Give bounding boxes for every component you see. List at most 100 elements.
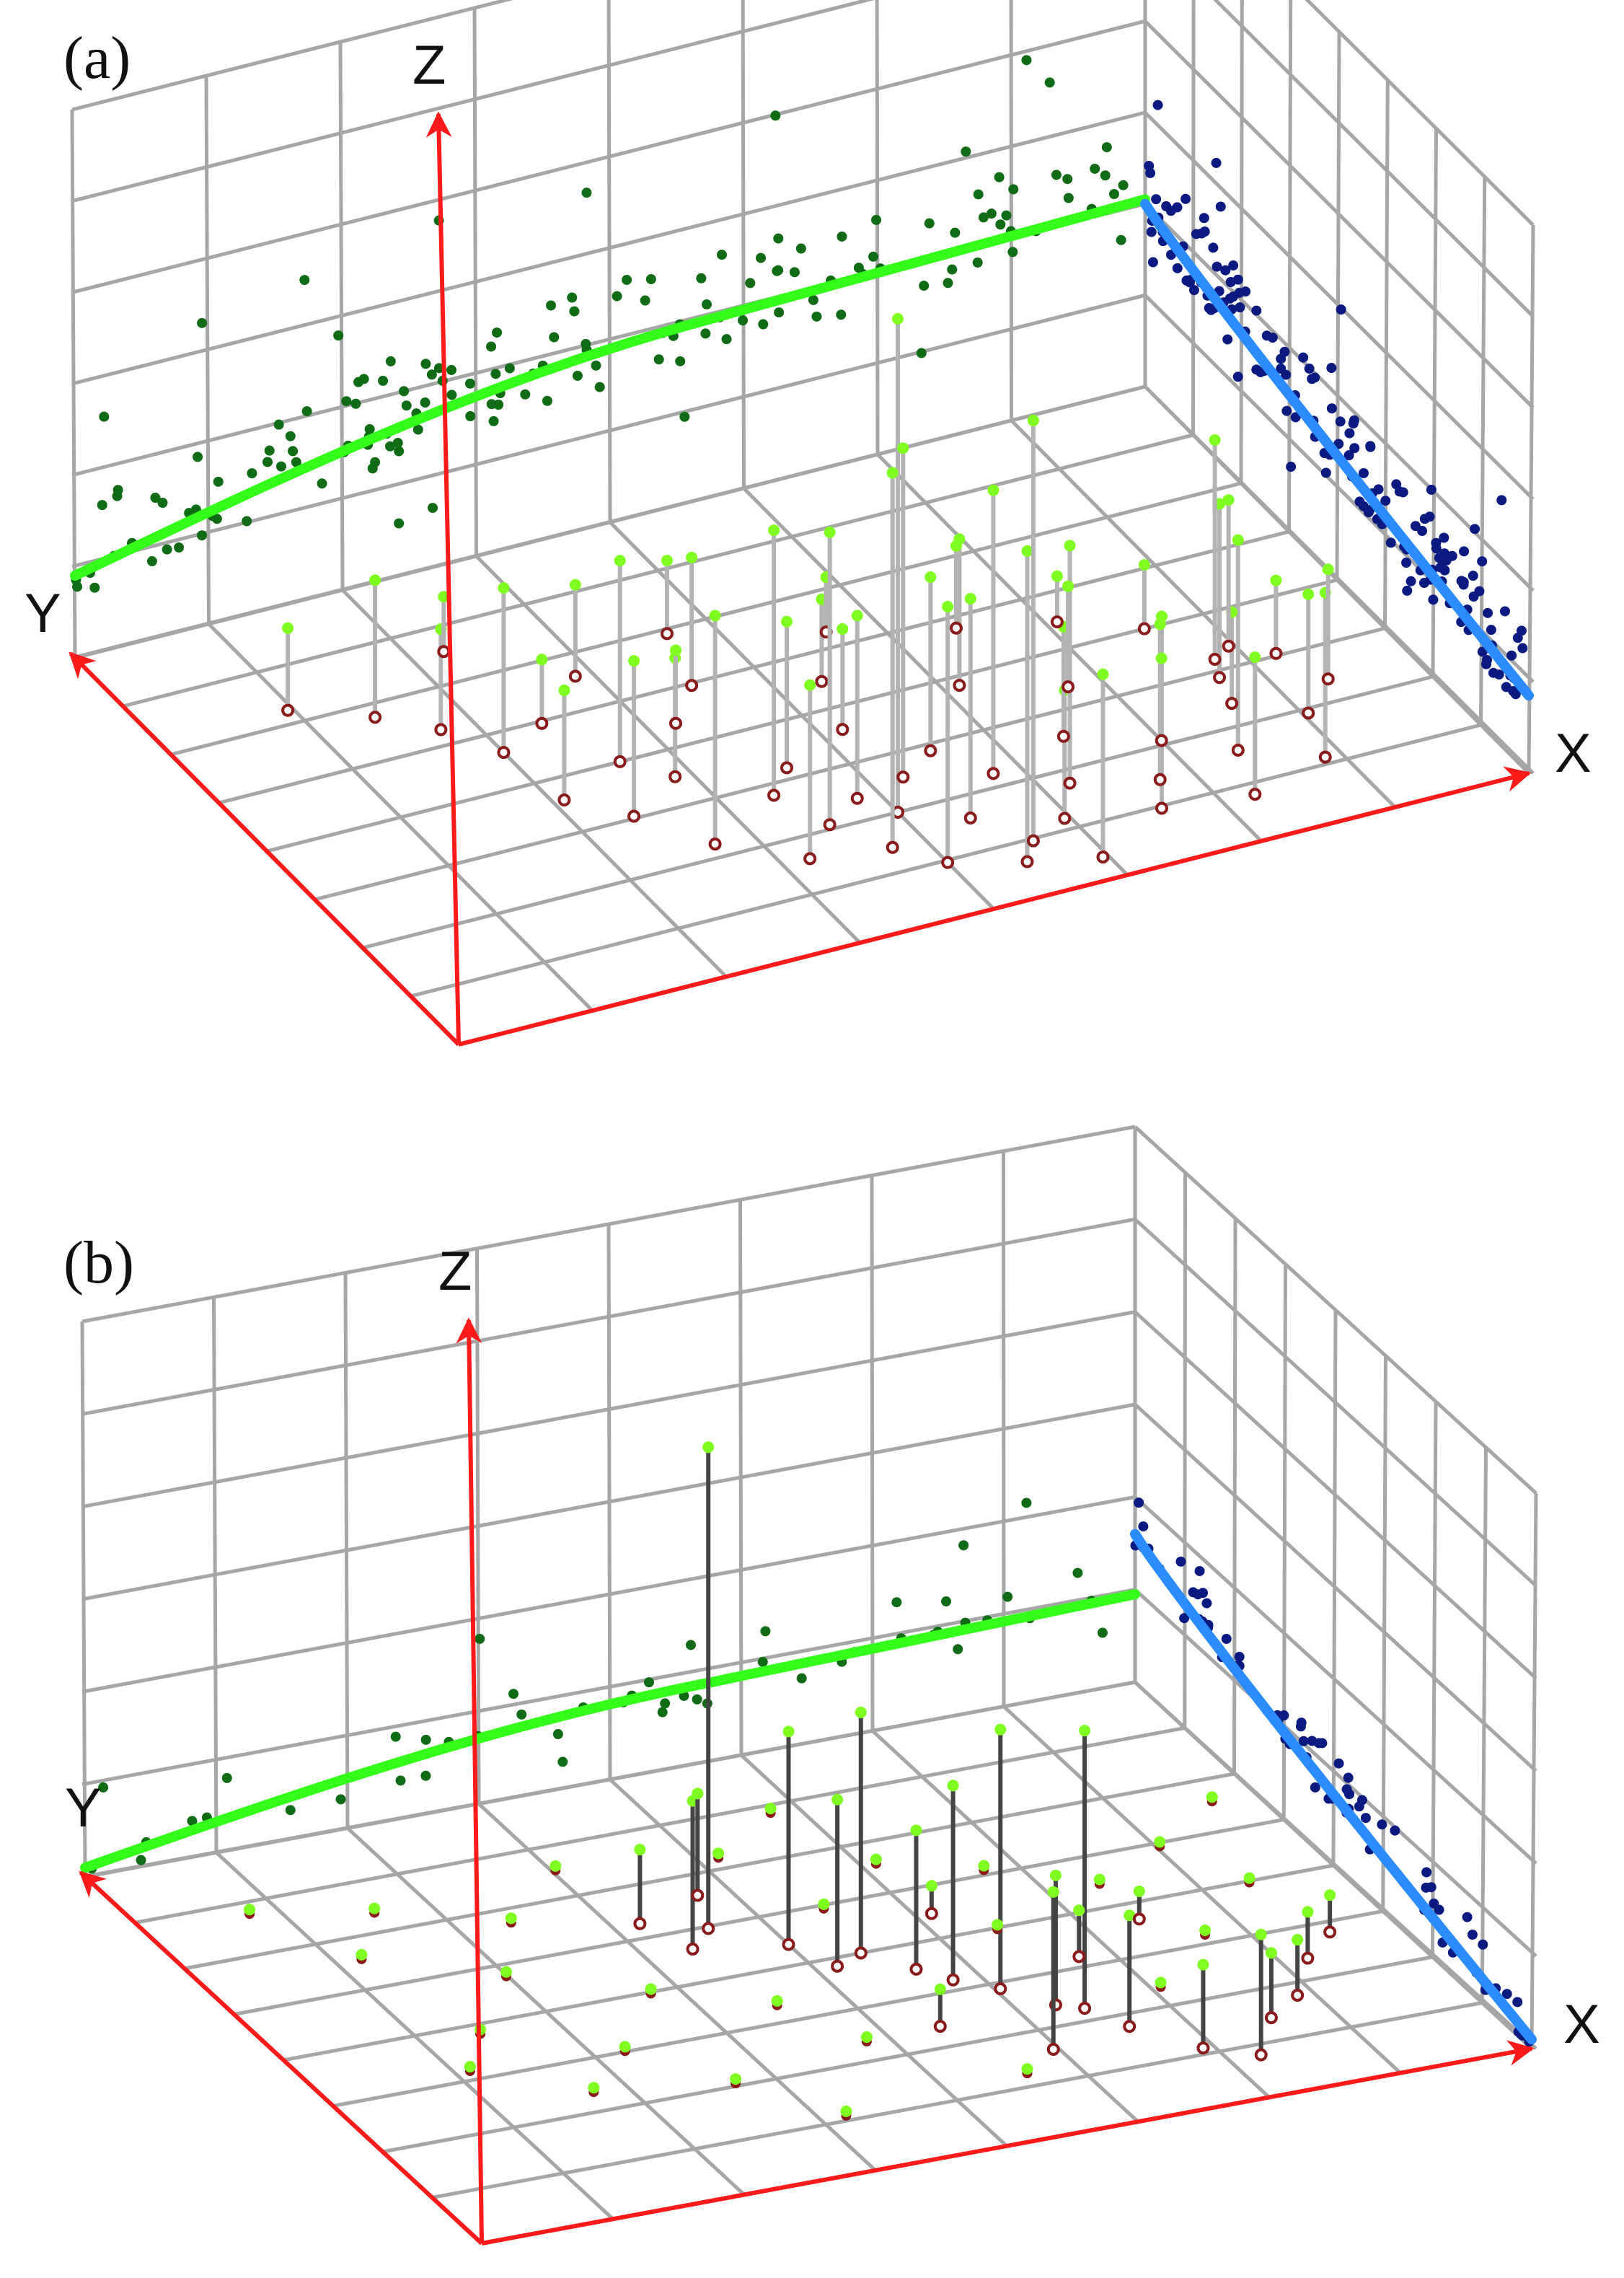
yz-projection-point [700, 328, 711, 339]
xz-projection-point [1410, 521, 1421, 532]
stem-top-point [1064, 540, 1076, 552]
stem-base-point [669, 716, 682, 730]
yz-projection-point [837, 231, 847, 242]
yz-projection-point [1108, 189, 1119, 200]
stem-base-point [836, 723, 849, 736]
yz-projection-point [891, 1597, 902, 1608]
yz-projection-point [291, 457, 301, 467]
stem-base-point [946, 1973, 960, 1987]
stem-base-point [953, 679, 966, 692]
xz-projection-point [1482, 655, 1493, 666]
yz-projection-point [795, 243, 806, 254]
yz-projection-point [557, 1756, 568, 1767]
xz-projection-point [1462, 1912, 1473, 1922]
floor-grid-line [233, 1818, 1284, 2016]
yz-projection-point [745, 278, 756, 289]
stem-base-point [1050, 615, 1064, 629]
yz-projection-point [581, 188, 592, 198]
stem-base-point [1153, 773, 1167, 786]
axes [69, 111, 1532, 1047]
yz-projection-point [591, 360, 601, 371]
stem-top-point [614, 555, 626, 567]
stem-top-point [661, 555, 673, 567]
stem-base-point [691, 1888, 705, 1902]
stem-base-point [1318, 750, 1332, 764]
yz-projection-point [569, 306, 580, 317]
yz-projection-point [657, 1707, 668, 1718]
xz-projection-point [1402, 585, 1413, 596]
yz-projection-point [1002, 1591, 1013, 1602]
floor-point [978, 1860, 990, 1872]
y-axis-label: Y [25, 583, 61, 644]
yz-projection-point [950, 227, 961, 238]
stem-top-point [1097, 668, 1109, 680]
yz-projection-point [504, 363, 515, 374]
yz-projection-point [1051, 170, 1062, 180]
stem-top-point [1133, 1885, 1145, 1897]
stem-top-point [1124, 1909, 1136, 1922]
yz-projection-point [549, 332, 560, 343]
stem-base-point [1056, 729, 1070, 743]
stem-top-point [768, 524, 780, 537]
xz-projection-point [1428, 594, 1439, 605]
stem-base-point [924, 744, 937, 757]
floor-point [992, 1919, 1004, 1931]
floor-point [645, 1983, 657, 1995]
stem-base-point [497, 746, 511, 760]
wall-grid-line [71, 110, 1146, 386]
stem-base-point [369, 711, 382, 724]
yz-projection-point [273, 419, 284, 430]
yz-projection-point [774, 307, 785, 318]
stem-top-point [1154, 618, 1166, 630]
xz-projection-point [1298, 352, 1309, 363]
xz-projection-point [1343, 450, 1354, 461]
yz-projection-point [640, 295, 650, 306]
yz-projection-point [760, 1626, 771, 1637]
xz-projection-point [1459, 546, 1470, 557]
x-axis-arrow [481, 2040, 1535, 2246]
stem-top-point [702, 1441, 715, 1454]
yz-projection-point [871, 214, 882, 225]
yz-projection-point [916, 348, 927, 359]
stem-base-point [1155, 734, 1168, 747]
xz-projection-point [1467, 1930, 1478, 1940]
xz-projection-point [1225, 276, 1236, 287]
wall-grid-line [1134, 1403, 1537, 1772]
yz-projection-point [1063, 193, 1074, 203]
stem-base-point [1248, 788, 1262, 801]
stem-top-point [1270, 574, 1282, 586]
stem-top-point [709, 610, 721, 622]
xz-projection-point [1234, 1651, 1245, 1662]
stem-top-point [781, 615, 793, 628]
xz-projection-point [1320, 467, 1331, 478]
stem-base-point [557, 793, 571, 807]
yz-projection-point [464, 378, 475, 389]
yz-projection-point [701, 299, 712, 310]
stem-top-point [1138, 559, 1150, 571]
xz-projection-point [1341, 1784, 1352, 1795]
z-axis-arrow [425, 111, 461, 1045]
stem-top-point [1265, 1947, 1277, 1959]
yz-projection-point [961, 146, 971, 157]
floor-point [505, 1912, 517, 1925]
stem-top-point [628, 655, 640, 667]
stem-base-point [815, 674, 829, 688]
stem-base-point [941, 856, 955, 869]
stem-top-point [964, 593, 976, 604]
stem-base-point [1046, 2043, 1060, 2056]
stem-top-point [1322, 563, 1334, 576]
yz-projection-point [364, 423, 375, 434]
xz-projection-point [1179, 1613, 1190, 1624]
stem-top-point [692, 1787, 704, 1800]
stem-top-point [536, 654, 548, 666]
stem-base-point [831, 1959, 844, 1973]
yz-projection-point [162, 544, 172, 555]
stem-base-point [886, 840, 899, 854]
xz-projection-point [1336, 304, 1346, 315]
yz-projection-point [941, 1596, 952, 1606]
yz-projection-point [552, 1729, 563, 1740]
xz-projection-point [1212, 261, 1222, 272]
wall-grid-line [1134, 1125, 1537, 1495]
yz-projection-point [97, 500, 107, 511]
